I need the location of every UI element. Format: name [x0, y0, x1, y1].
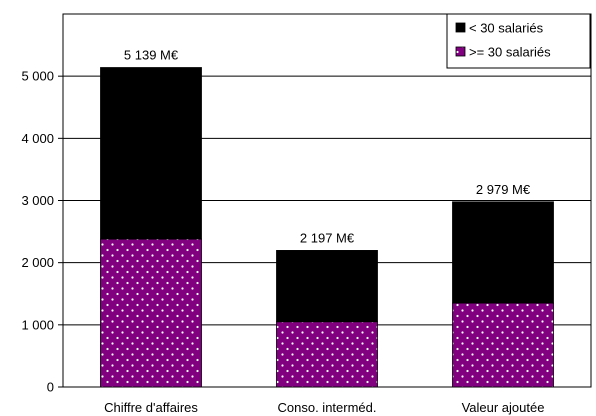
bar-total-label: 2 979 M€	[476, 182, 531, 197]
bar-segment-lt30	[100, 67, 202, 240]
bar-segment-lt30	[452, 201, 554, 304]
bar-segment-lt30	[276, 250, 378, 323]
legend-label: < 30 salariés	[469, 21, 544, 36]
bar-segment-ge30	[276, 321, 378, 388]
x-category-label: Conso. interméd.	[278, 400, 377, 415]
bar-total-label: 2 197 M€	[300, 230, 355, 245]
legend: < 30 salariés >= 30 salariés	[446, 13, 591, 69]
legend-label: >= 30 salariés	[469, 45, 551, 60]
y-tick-label: 0	[47, 380, 54, 395]
bars: 5 139 M€ 2 197 M€ 2 979 M€	[100, 48, 554, 388]
x-category-label: Valeur ajoutée	[462, 400, 545, 415]
legend-box	[446, 13, 591, 69]
x-category-label: Chiffre d'affaires	[104, 400, 198, 415]
bar-segment-ge30	[452, 302, 554, 388]
y-tick-label: 2 000	[21, 255, 54, 270]
y-tick-label: 4 000	[21, 131, 54, 146]
y-tick-label: 5 000	[21, 69, 54, 84]
bar-segment-ge30	[100, 238, 202, 388]
y-axis: 0 1 000 2 000 3 000 4 000 5 000	[21, 69, 63, 395]
x-axis: Chiffre d'affaires Conso. interméd. Valeur…	[104, 400, 544, 415]
y-tick-label: 3 000	[21, 193, 54, 208]
y-tick-label: 1 000	[21, 317, 54, 332]
legend-swatch	[455, 46, 466, 57]
bar-total-label: 5 139 M€	[124, 48, 179, 63]
legend-swatch	[455, 22, 466, 33]
